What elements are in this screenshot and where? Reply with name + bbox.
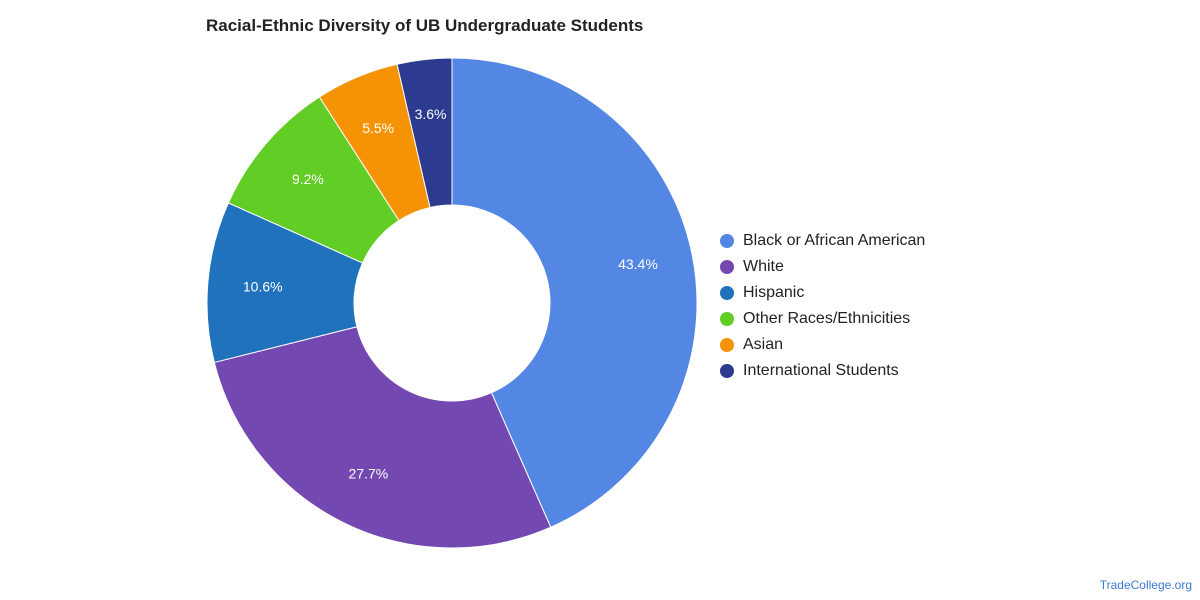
source-credit[interactable]: TradeCollege.org xyxy=(1099,578,1192,592)
legend-swatch xyxy=(720,286,734,300)
slice-black-or-african-american[interactable] xyxy=(451,57,698,528)
legend-label: White xyxy=(743,258,784,275)
slice-hispanic[interactable] xyxy=(206,202,364,364)
legend-item[interactable]: Asian xyxy=(720,332,925,358)
slice-white[interactable] xyxy=(213,326,552,549)
chart-title: Racial-Ethnic Diversity of UB Undergradu… xyxy=(206,16,644,35)
slice-label: 5.5% xyxy=(362,120,394,136)
slice-label: 10.6% xyxy=(243,278,283,294)
slice-international-students[interactable] xyxy=(396,57,453,209)
legend-swatch xyxy=(720,338,734,352)
legend-label: Asian xyxy=(743,336,784,353)
legend-label: Other Races/Ethnicities xyxy=(743,310,911,327)
legend-swatch xyxy=(720,364,734,378)
legend-label: Hispanic xyxy=(743,284,805,301)
slice-label: 43.4% xyxy=(618,256,658,272)
slice-label: 27.7% xyxy=(349,466,389,482)
slice-label: 9.2% xyxy=(292,171,324,187)
chart-legend: Black or African American White Hispanic Ot… xyxy=(720,228,925,384)
legend-label: Black or African American xyxy=(743,232,926,249)
slice-label: 3.6% xyxy=(415,106,447,122)
legend-label: International Students xyxy=(743,362,899,379)
legend-swatch xyxy=(720,234,734,248)
legend-item[interactable]: Black or African American xyxy=(720,228,925,254)
legend-item[interactable]: Hispanic xyxy=(720,280,925,306)
legend-item[interactable]: Other Races/Ethnicities xyxy=(720,306,925,332)
legend-item[interactable]: White xyxy=(720,254,925,280)
legend-item[interactable]: International Students xyxy=(720,358,925,384)
legend-swatch xyxy=(720,260,734,274)
legend-swatch xyxy=(720,312,734,326)
